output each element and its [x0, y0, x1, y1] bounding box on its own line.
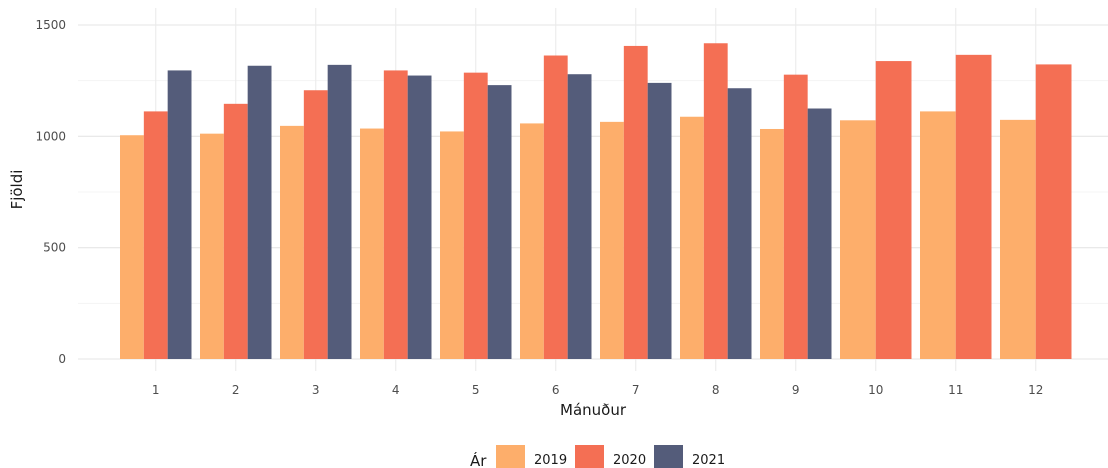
bar-2019-8	[680, 116, 704, 359]
bar-2021-3	[327, 64, 352, 359]
bar-2020-11	[955, 54, 992, 359]
bar-2020-5	[463, 72, 488, 359]
x-axis-title: Mánuður	[560, 401, 627, 419]
x-tick-label: 3	[312, 383, 320, 397]
bar-2019-6	[520, 123, 544, 359]
x-tick-label: 2	[232, 383, 240, 397]
bar-2020-2	[223, 103, 248, 359]
bar-2019-11	[920, 111, 956, 359]
bar-2019-5	[440, 131, 464, 359]
x-tick-label: 7	[632, 383, 640, 397]
bar-2021-6	[567, 74, 592, 359]
x-tick-label: 4	[392, 383, 400, 397]
bar-2019-2	[200, 133, 224, 359]
bar-2019-9	[760, 128, 784, 359]
x-tick-label: 9	[792, 383, 800, 397]
y-tick-label: 0	[58, 352, 66, 366]
bar-2020-6	[543, 55, 568, 359]
bar-2019-4	[360, 128, 384, 359]
bar-2020-1	[143, 111, 168, 359]
bar-2021-8	[727, 88, 752, 359]
x-tick-label: 8	[712, 383, 720, 397]
y-tick-label: 500	[43, 241, 66, 255]
y-tick-label: 1500	[35, 18, 66, 32]
x-tick-label: 5	[472, 383, 480, 397]
bar-2021-9	[807, 108, 832, 359]
bar-2021-2	[247, 65, 272, 360]
legend-title: Ár	[470, 451, 487, 468]
x-tick-label: 12	[1028, 383, 1043, 397]
x-tick-label: 1	[152, 383, 160, 397]
legend-label-2021: 2021	[692, 453, 725, 468]
legend-label-2020: 2020	[613, 453, 646, 468]
legend-swatch-2021	[654, 445, 683, 468]
bar-2020-3	[303, 90, 328, 359]
bar-2020-12	[1035, 64, 1072, 360]
bar-2020-9	[783, 74, 808, 359]
bar-2020-10	[875, 61, 912, 360]
x-tick-label: 10	[868, 383, 883, 397]
bar-2021-4	[407, 75, 432, 359]
legend-swatch-2019	[496, 445, 525, 468]
bar-2019-1	[120, 135, 144, 359]
bar-2019-3	[280, 125, 304, 359]
bar-2020-7	[623, 45, 648, 360]
x-tick-label: 6	[552, 383, 560, 397]
legend: Ár 2019 2020 2021	[470, 445, 725, 468]
y-axis-ticks: 0 500 1000 1500	[35, 18, 66, 366]
legend-label-2019: 2019	[534, 453, 567, 468]
legend-swatch-2020	[575, 445, 604, 468]
bar-2021-5	[487, 85, 512, 360]
bar-series	[120, 43, 1072, 360]
bar-2021-7	[647, 82, 672, 359]
y-axis-title: Fjöldi	[8, 170, 26, 210]
bar-2020-4	[383, 70, 408, 359]
bar-2019-12	[1000, 119, 1036, 359]
bar-2019-10	[840, 120, 876, 359]
bar-2019-7	[600, 121, 624, 359]
bar-2021-1	[167, 70, 192, 359]
y-tick-label: 1000	[35, 129, 66, 143]
bar-2020-8	[703, 43, 728, 359]
x-axis-ticks: 1 2 3 4 5 6 7 8 9 10 11 12	[152, 383, 1043, 397]
x-tick-label: 11	[948, 383, 963, 397]
